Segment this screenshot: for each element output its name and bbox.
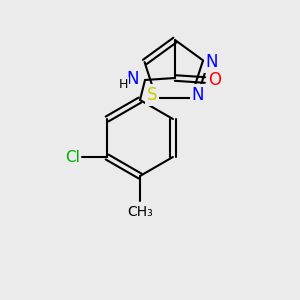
Text: N: N xyxy=(205,53,218,71)
Text: CH₃: CH₃ xyxy=(127,205,153,219)
Text: S: S xyxy=(147,86,158,104)
Text: N: N xyxy=(127,70,139,88)
Text: Cl: Cl xyxy=(65,149,80,164)
Text: O: O xyxy=(208,71,221,89)
Text: H: H xyxy=(118,79,128,92)
Text: N: N xyxy=(192,86,204,104)
